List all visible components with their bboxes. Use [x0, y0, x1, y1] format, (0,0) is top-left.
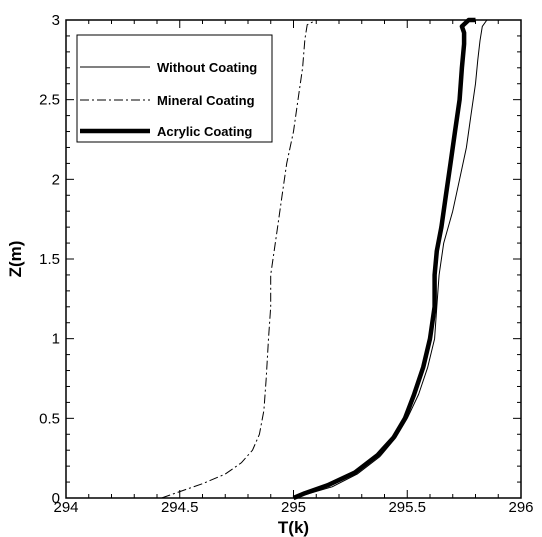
tick-labels: 294 294.5 295 295.5 296 0 0.5 1 1.5 2 2.5 3	[39, 12, 533, 516]
y-tick-label: 3	[52, 12, 60, 29]
plot-lines	[161, 17, 488, 501]
legend-label: Mineral Coating	[157, 93, 255, 108]
y-tick-label: 2.5	[39, 92, 60, 109]
legend-box	[76, 34, 273, 143]
y-tick-label: 1.5	[39, 251, 60, 268]
x-tick-label: 295	[281, 499, 306, 516]
x-tick-label: 294	[53, 499, 78, 516]
legend-label: Without Coating	[157, 60, 257, 75]
x-tick-label: 294.5	[161, 499, 199, 516]
x-tick-label: 295.5	[388, 499, 426, 516]
y-axis-title: Z(m)	[6, 241, 25, 278]
y-tick-label: 0.5	[39, 410, 60, 427]
y-tick-label: 1	[52, 331, 60, 348]
y-tick-label: 2	[52, 171, 60, 188]
legend: Without Coating Mineral Coating Acrylic Co…	[76, 34, 273, 143]
legend-label: Acrylic Coating	[157, 124, 252, 139]
x-tick-label: 296	[508, 499, 533, 516]
y-tick-label: 0	[52, 490, 60, 507]
series-line-2	[292, 17, 476, 501]
x-axis-title: T(k)	[278, 518, 309, 537]
series-line-0	[293, 19, 488, 499]
axis-ticks	[65, 19, 522, 499]
